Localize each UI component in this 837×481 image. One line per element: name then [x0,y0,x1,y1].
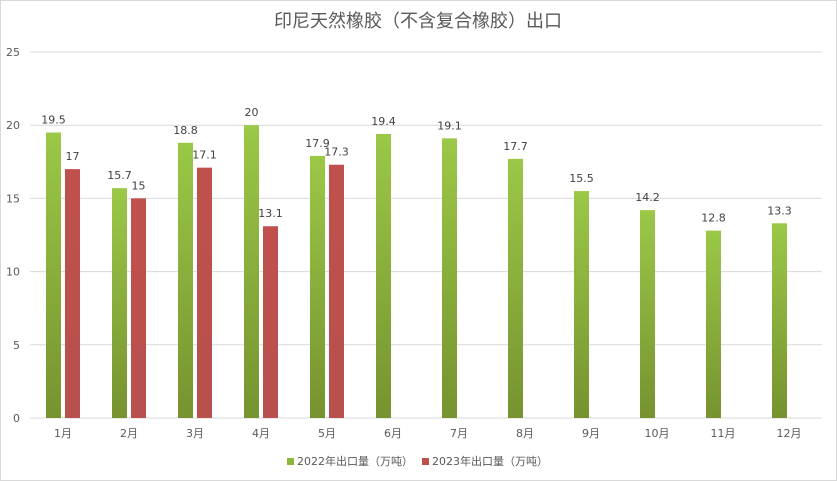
data-label: 17.9 [305,137,330,150]
bar-2022 [178,142,193,418]
x-tick-label: 2月 [120,427,138,440]
data-label: 18.8 [173,124,198,137]
x-tick-label: 12月 [777,427,802,440]
bar-2022 [112,188,127,418]
y-tick-label: 5 [13,339,20,352]
data-label: 19.5 [41,114,66,127]
data-label: 15.7 [107,169,132,182]
legend-label: 2023年出口量（万吨） [432,454,548,468]
legend-swatch-2023 [422,458,429,465]
bar-2023 [131,198,146,418]
x-tick-label: 6月 [384,427,402,440]
y-tick-label: 0 [13,412,20,425]
bar-2022 [574,191,589,418]
data-label: 19.4 [371,115,396,128]
y-tick-label: 25 [6,46,20,59]
bar-2022 [508,158,523,418]
data-label: 13.1 [258,207,283,220]
data-label: 17.1 [192,149,217,162]
x-tick-label: 10月 [645,427,670,440]
bar-2022 [640,210,655,418]
bar-2023 [329,164,344,418]
y-tick-label: 15 [6,192,20,205]
data-label: 17.7 [503,140,528,153]
bar-2022 [310,155,325,418]
x-tick-label: 8月 [516,427,534,440]
bar-2022 [244,125,259,418]
data-label: 19.1 [437,119,462,132]
x-tick-label: 4月 [252,427,270,440]
x-tick-label: 3月 [186,427,204,440]
bar-2022 [376,133,391,418]
data-label: 17.3 [324,146,349,159]
data-label: 15.5 [569,172,594,185]
x-tick-label: 5月 [318,427,336,440]
bar-2022 [772,223,787,418]
chart-title: 印尼天然橡胶（不含复合橡胶）出口 [274,11,562,32]
x-tick-label: 1月 [54,427,72,440]
bar-2022 [46,132,61,418]
bar-2022 [442,138,457,418]
data-label: 14.2 [635,191,660,204]
bar-2023 [65,169,80,418]
data-label: 12.8 [701,212,726,225]
y-tick-label: 20 [6,119,20,132]
data-label: 17 [66,150,80,163]
x-tick-label: 9月 [582,427,600,440]
bar-2023 [197,167,212,418]
bar-2023 [263,226,278,418]
legend-swatch-2022 [287,458,294,465]
y-tick-label: 10 [6,266,20,279]
bar-2022 [706,230,721,418]
legend-label: 2022年出口量（万吨） [297,454,413,468]
data-label: 15 [132,179,146,192]
data-label: 20 [245,106,259,119]
data-label: 13.3 [767,204,792,217]
x-tick-label: 11月 [711,427,736,440]
x-tick-label: 7月 [450,427,468,440]
